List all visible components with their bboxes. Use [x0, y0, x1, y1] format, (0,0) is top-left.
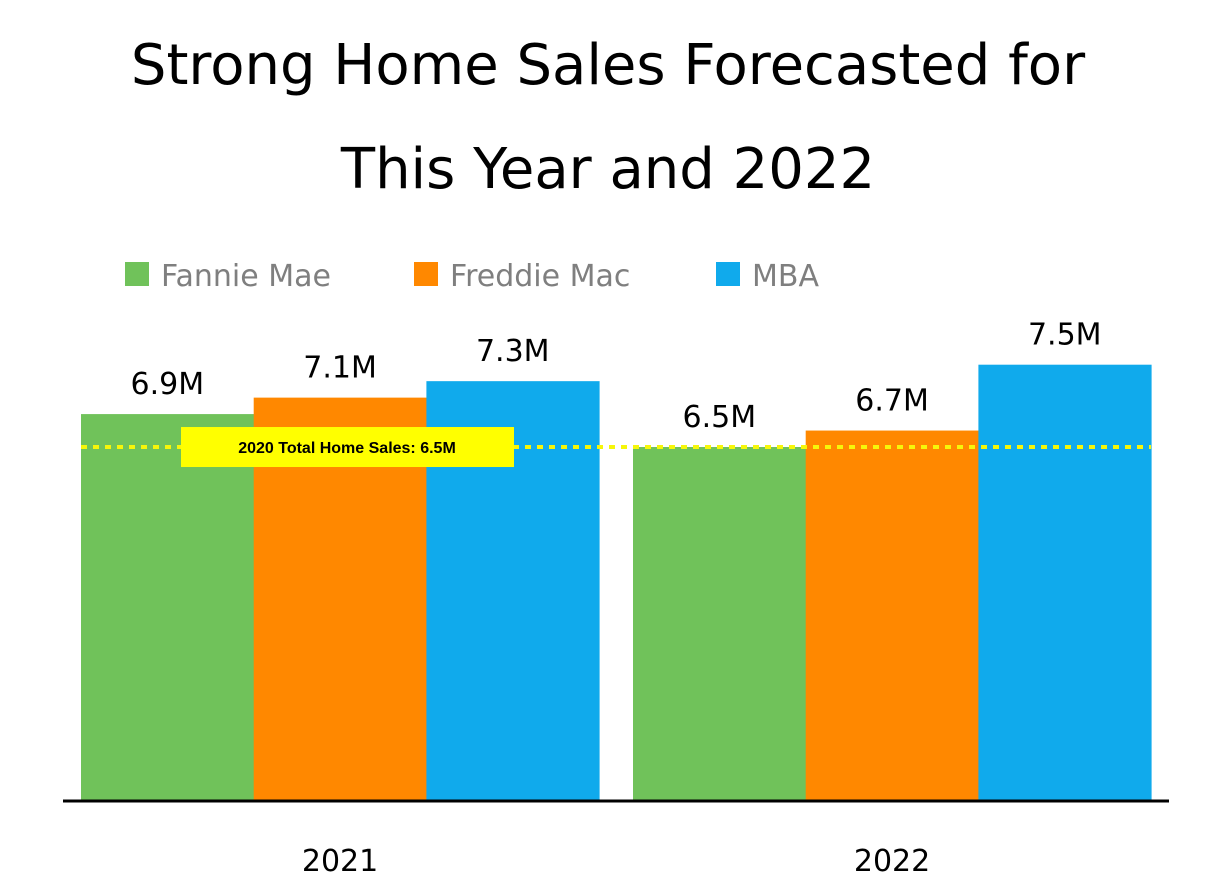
- tick-label-2021: 2021: [302, 844, 378, 879]
- data-label-freddie-mac-2022: 6.7M: [855, 384, 929, 419]
- bar-fannie-mae-2022: [633, 447, 807, 801]
- data-label-fannie-mae-2021: 6.9M: [131, 367, 205, 402]
- bar-freddie-mac-2022: [805, 430, 979, 801]
- legend-label-freddie-mac: Freddie Mac: [450, 259, 630, 294]
- x-axis-tick-labels: 2021 2022: [302, 844, 930, 879]
- chart-title-line-2: This Year and 2022: [340, 137, 875, 202]
- chart-title: Strong Home Sales Forecasted for This Ye…: [131, 33, 1086, 202]
- bar-mba-2022: [978, 364, 1152, 801]
- reference-label: 2020 Total Home Sales: 6.5M: [238, 440, 456, 457]
- data-label-mba-2022: 7.5M: [1028, 318, 1102, 353]
- legend-label-mba: MBA: [752, 259, 819, 294]
- reference-label-box: [181, 427, 514, 468]
- data-label-mba-2021: 7.3M: [476, 334, 550, 369]
- data-label-freddie-mac-2021: 7.1M: [303, 351, 377, 386]
- legend-swatch-freddie-mac: [414, 262, 438, 286]
- legend-swatch-fannie-mae: [125, 262, 149, 286]
- data-labels: 6.9M 7.1M 7.3M 6.5M 6.7M 7.5M: [131, 318, 1102, 435]
- chart-title-line-1: Strong Home Sales Forecasted for: [131, 33, 1086, 98]
- data-label-fannie-mae-2022: 6.5M: [683, 400, 757, 435]
- bar-fannie-mae-2021: [81, 414, 255, 801]
- legend-swatch-mba: [716, 262, 740, 286]
- reference-line-group: 2020 Total Home Sales: 6.5M: [81, 427, 1151, 468]
- legend: Fannie Mae Freddie Mac MBA: [125, 259, 819, 294]
- tick-label-2022: 2022: [854, 844, 930, 879]
- legend-label-fannie-mae: Fannie Mae: [161, 259, 331, 294]
